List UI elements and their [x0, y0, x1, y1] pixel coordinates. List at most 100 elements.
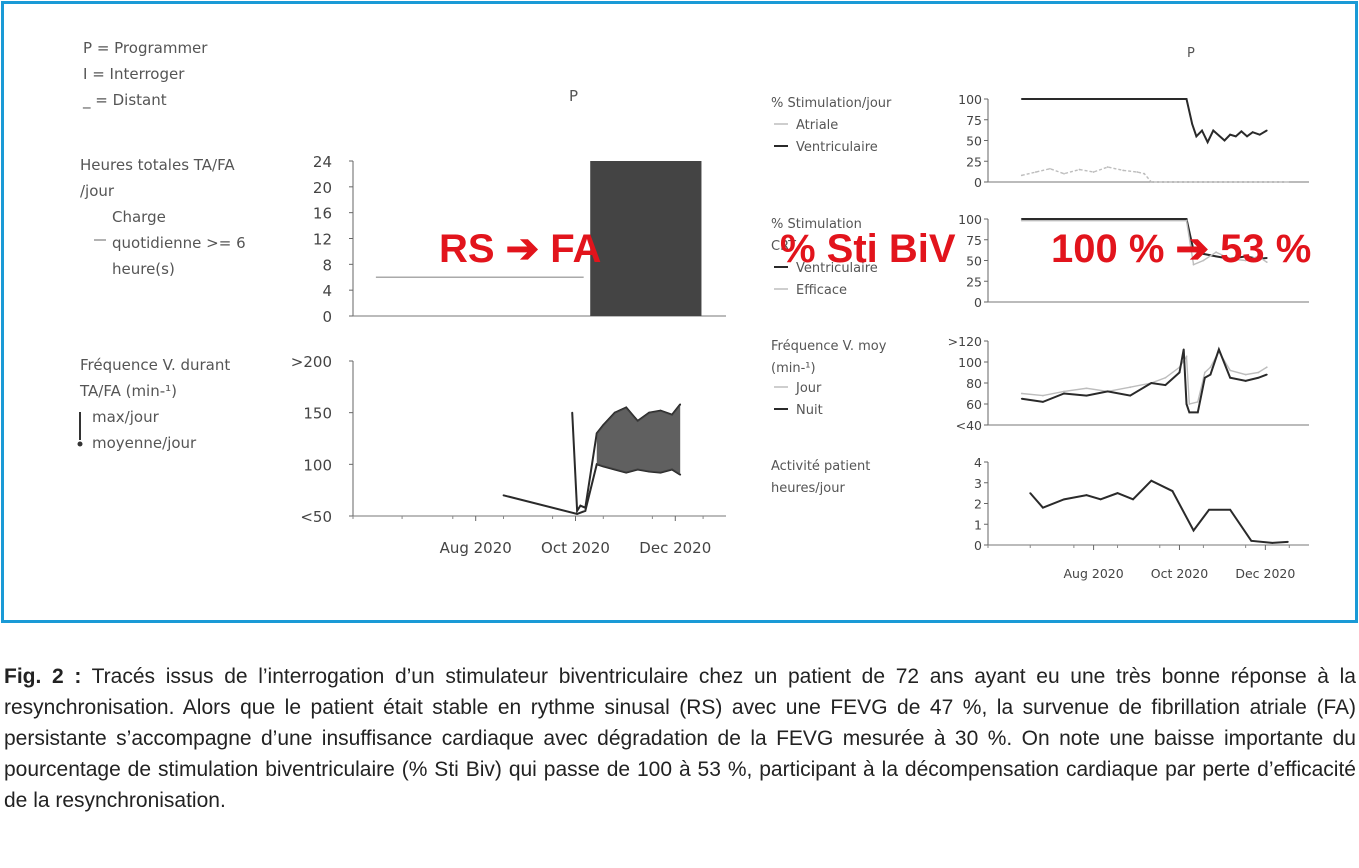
v-rate-mean-point-1-14 — [1209, 373, 1212, 376]
stim-pct-point-1-14 — [1258, 133, 1261, 136]
activity-label-line-0: Activité patient — [771, 459, 870, 474]
stim-pct-point-1-2 — [1191, 123, 1194, 125]
activity-ytick-2: 2 — [974, 497, 982, 512]
annotation-rhythm: RS ➔ FA — [439, 227, 601, 271]
crt-pct-ytick-1: 75 — [966, 233, 982, 248]
crt-pct-point-0-1 — [1185, 218, 1188, 220]
v-rate-mean-ytick-3: 60 — [966, 397, 982, 412]
stim-pct-legend-text-1-0: Ventriculaire — [796, 140, 878, 155]
v-rate-mean-point-1-13 — [1203, 376, 1206, 379]
v-rate-mean-point-1-6 — [1150, 382, 1153, 384]
activity-point-0-0 — [1029, 492, 1032, 495]
v-rate-mean-point-0-15 — [1229, 369, 1232, 372]
activity-label-line-1: heures/jour — [771, 481, 845, 496]
v-rate-af-label-line-1: TA/FA (min-¹) — [79, 382, 177, 400]
stim-pct-point-0-11 — [1286, 181, 1289, 183]
activity-point-0-2 — [1063, 498, 1065, 501]
crt-pct-point-1-6 — [1244, 259, 1247, 262]
device-report-figure: P = Programmer I = Interroger _ = Distan… — [77, 39, 1311, 581]
activity-ytick-4: 0 — [974, 538, 982, 553]
v-rate-mean-point-1-9 — [1182, 348, 1185, 351]
crt-pct-ytick-4: 0 — [974, 295, 982, 310]
activity-series-0 — [1029, 479, 1288, 544]
activity-point-0-4 — [1099, 498, 1102, 501]
p-marker-right: P — [1187, 46, 1195, 61]
stim-pct-point-0-2 — [1049, 167, 1051, 170]
v-rate-mean-point-0-9 — [1185, 355, 1188, 358]
crt-pct-point-0-6 — [1244, 255, 1247, 258]
stim-pct-point-0-7 — [1122, 169, 1125, 172]
v-rate-af-ytick-3: <50 — [300, 508, 332, 526]
stim-pct-point-0-6 — [1106, 166, 1109, 168]
v-rate-mean-ytick-1: 100 — [958, 355, 982, 370]
v-rate-af-point-0-2 — [579, 504, 582, 507]
activity-point-0-5 — [1116, 492, 1119, 495]
af-hours-ytick-0: 24 — [313, 153, 332, 171]
v-rate-af-ytick-2: 100 — [303, 456, 332, 474]
v-rate-mean-point-1-5 — [1129, 394, 1132, 397]
figure-caption: Fig. 2 : Tracés issus de l’interrogation… — [4, 661, 1356, 816]
v-rate-af-ytick-1: 150 — [303, 405, 332, 423]
stim-pct-point-1-12 — [1246, 135, 1248, 138]
activity-point-0-1 — [1042, 506, 1044, 509]
activity-point-0-9 — [1192, 529, 1195, 532]
af-hours-ytick-6: 0 — [322, 308, 332, 326]
v-rate-mean-point-1-11 — [1188, 411, 1191, 414]
activity-ytick-3: 1 — [974, 517, 982, 532]
stim-pct-ytick-2: 50 — [966, 134, 982, 149]
stim-pct-ytick-3: 25 — [966, 154, 982, 169]
af-hours-label-line-1: /jour — [80, 182, 115, 200]
stim-pct-point-1-11 — [1240, 130, 1243, 133]
v-rate-mean-point-0-11 — [1196, 401, 1199, 403]
crt-pct-point-1-0 — [1020, 219, 1023, 222]
v-rate-mean-point-0-17 — [1257, 371, 1260, 374]
v-rate-mean-point-0-1 — [1042, 394, 1044, 397]
stim-pct-legend-text-0-0: Atriale — [796, 118, 838, 133]
caption-text: Tracés issus de l’interrogation d’un sti… — [4, 665, 1356, 812]
v-rate-mean-point-1-2 — [1063, 392, 1065, 395]
v-rate-mean-legend-text-1-0: Nuit — [796, 403, 823, 418]
v-rate-mean-point-0-7 — [1164, 376, 1167, 379]
activity-point-0-12 — [1250, 539, 1253, 542]
activity-point-0-3 — [1085, 494, 1088, 497]
v-rate-af-xtick-2: Dec 2020 — [639, 539, 711, 557]
af-hours-legend-text-0-2: heure(s) — [112, 260, 175, 278]
stim-pct-point-0-0 — [1020, 174, 1023, 177]
charts-layer: Heures totales TA/FA/jour24201612840Char… — [77, 92, 1309, 581]
crt-pct-point-1-1 — [1185, 219, 1188, 222]
v-rate-mean-point-0-18 — [1265, 366, 1268, 369]
crt-pct-ytick-3: 25 — [966, 274, 982, 289]
stim-pct-series-1 — [1021, 98, 1268, 145]
stim-pct-point-0-8 — [1136, 171, 1139, 173]
v-rate-af-point-1-2 — [584, 509, 587, 512]
stim-pct-point-0-5 — [1092, 171, 1095, 173]
stim-pct-point-1-8 — [1223, 139, 1226, 142]
activity-point-0-13 — [1271, 542, 1274, 544]
v-rate-mean-point-1-1 — [1042, 401, 1044, 403]
stim-pct-point-1-15 — [1265, 129, 1268, 132]
v-rate-mean-point-1-0 — [1020, 397, 1023, 400]
activity-xtick-1: Oct 2020 — [1151, 566, 1208, 581]
stim-pct-point-1-1 — [1185, 98, 1188, 100]
crt-pct-ytick-0: 100 — [958, 212, 982, 227]
v-rate-mean-point-1-15 — [1217, 348, 1220, 351]
caption-label: Fig. 2 : — [4, 665, 82, 688]
v-rate-mean-point-0-12 — [1203, 371, 1206, 374]
v-rate-af-point-0-0 — [571, 411, 574, 414]
stim-pct-point-1-3 — [1195, 135, 1198, 138]
v-rate-mean-point-1-19 — [1265, 373, 1268, 376]
activity-point-0-10 — [1208, 508, 1210, 511]
stim-pct-point-0-1 — [1034, 171, 1037, 173]
v-rate-af-label-line-0: Fréquence V. durant — [80, 356, 230, 374]
crt-pct-point-0-0 — [1020, 218, 1023, 220]
crt-pct-point-0-3 — [1202, 252, 1205, 255]
af-hours-ytick-4: 8 — [322, 256, 332, 274]
activity-xtick-2: Dec 2020 — [1235, 566, 1295, 581]
legend-distant: _ = Distant — [82, 91, 167, 110]
stim-pct-label-line-0: % Stimulation/jour — [771, 96, 892, 111]
stim-pct-point-1-9 — [1229, 133, 1232, 136]
crt-pct-point-1-8 — [1265, 261, 1268, 264]
v-rate-af-legend-symbol-1 — [77, 441, 83, 447]
v-rate-af-xtick-1: Oct 2020 — [541, 539, 610, 557]
activity-point-0-7 — [1150, 479, 1153, 482]
